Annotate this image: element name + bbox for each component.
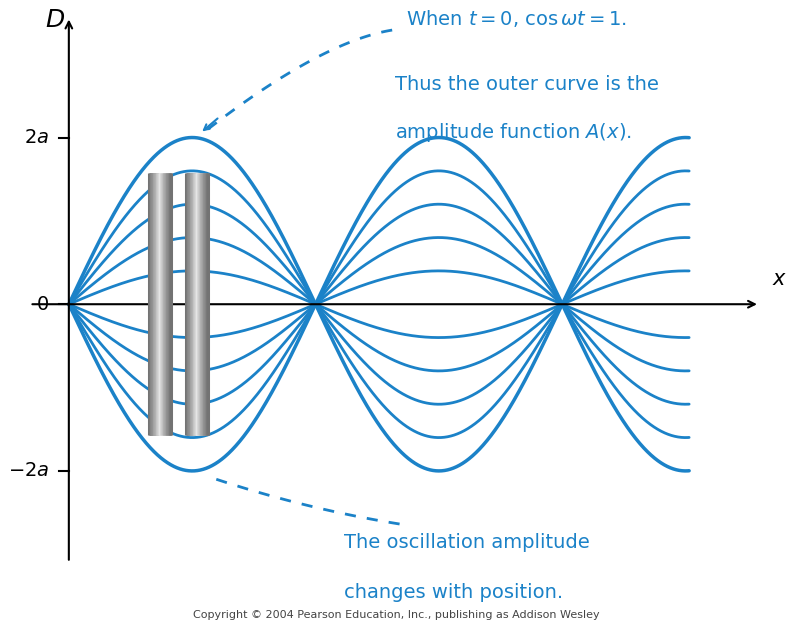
Text: changes with position.: changes with position. [343, 584, 563, 603]
Text: The oscillation amplitude: The oscillation amplitude [343, 533, 589, 552]
Text: Copyright © 2004 Pearson Education, Inc., publishing as Addison Wesley: Copyright © 2004 Pearson Education, Inc.… [193, 610, 600, 620]
Text: 0: 0 [37, 295, 49, 314]
Text: $x$: $x$ [772, 269, 787, 289]
Text: $D$: $D$ [45, 8, 65, 32]
Text: $2a$: $2a$ [24, 128, 49, 147]
Text: Thus the outer curve is the: Thus the outer curve is the [395, 75, 658, 94]
Text: When $t = 0$, $\cos\omega t = 1$.: When $t = 0$, $\cos\omega t = 1$. [407, 8, 627, 29]
Text: $-2a$: $-2a$ [8, 462, 49, 481]
Text: amplitude function $A(x)$.: amplitude function $A(x)$. [395, 121, 631, 144]
